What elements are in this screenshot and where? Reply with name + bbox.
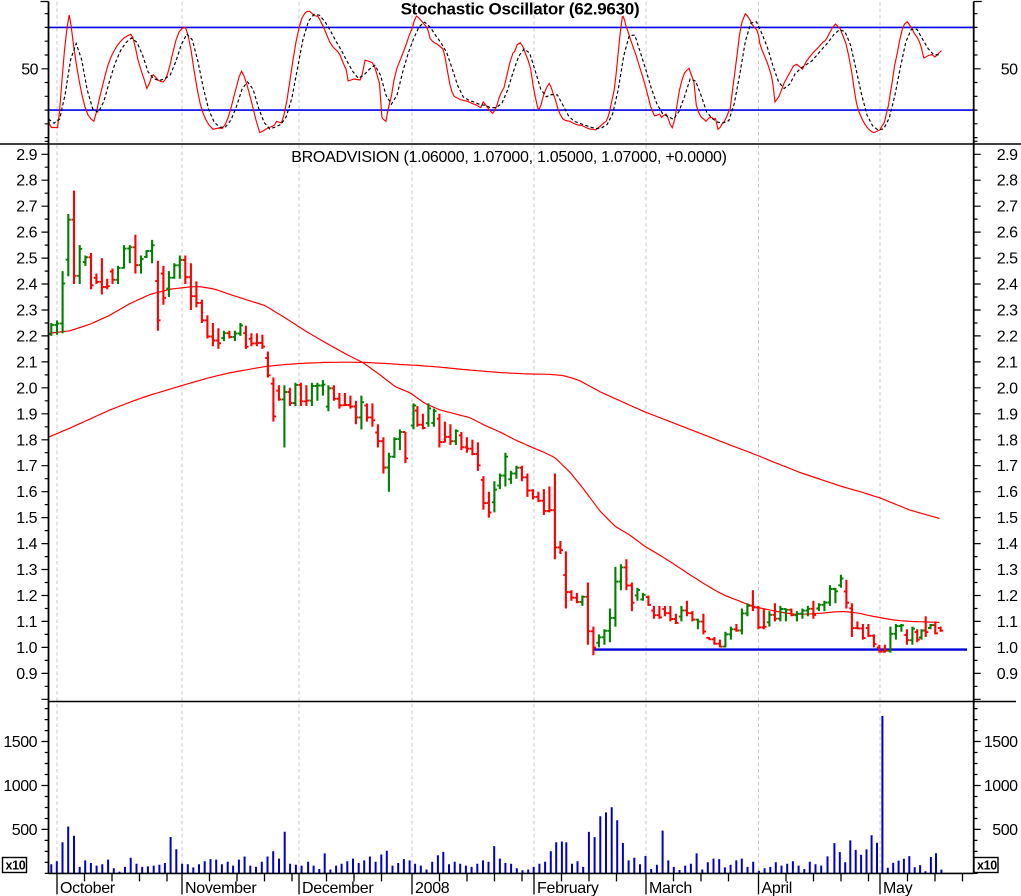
svg-text:0.9: 0.9 bbox=[16, 666, 37, 683]
svg-text:2.3: 2.3 bbox=[997, 302, 1018, 319]
svg-text:1000: 1000 bbox=[3, 778, 37, 795]
svg-text:2.5: 2.5 bbox=[16, 251, 37, 268]
svg-text:1.9: 1.9 bbox=[997, 406, 1018, 423]
svg-text:0.9: 0.9 bbox=[997, 666, 1018, 683]
svg-text:50: 50 bbox=[21, 61, 38, 78]
svg-text:1000: 1000 bbox=[984, 778, 1018, 795]
svg-text:1.9: 1.9 bbox=[16, 406, 37, 423]
svg-text:2.0: 2.0 bbox=[997, 380, 1018, 397]
svg-text:2.6: 2.6 bbox=[16, 225, 37, 242]
svg-text:2.7: 2.7 bbox=[16, 199, 37, 216]
svg-text:May: May bbox=[883, 880, 913, 896]
svg-text:1.2: 1.2 bbox=[16, 588, 37, 605]
svg-text:February: February bbox=[537, 880, 599, 896]
svg-text:1.4: 1.4 bbox=[16, 536, 37, 553]
svg-text:1.5: 1.5 bbox=[16, 510, 37, 527]
svg-text:2.2: 2.2 bbox=[997, 328, 1018, 345]
svg-text:1.0: 1.0 bbox=[997, 640, 1018, 657]
svg-text:1.3: 1.3 bbox=[997, 562, 1018, 579]
svg-text:1.5: 1.5 bbox=[997, 510, 1018, 527]
svg-text:50: 50 bbox=[1001, 61, 1018, 78]
svg-text:1.8: 1.8 bbox=[16, 432, 37, 449]
svg-text:2.7: 2.7 bbox=[997, 199, 1018, 216]
svg-text:2.3: 2.3 bbox=[16, 302, 37, 319]
svg-text:2.8: 2.8 bbox=[16, 173, 37, 190]
svg-text:April: April bbox=[762, 880, 793, 896]
svg-text:2.6: 2.6 bbox=[997, 225, 1018, 242]
svg-text:1.7: 1.7 bbox=[997, 458, 1018, 475]
svg-text:2.8: 2.8 bbox=[997, 173, 1018, 190]
svg-text:1.1: 1.1 bbox=[997, 614, 1018, 631]
svg-text:1.1: 1.1 bbox=[16, 614, 37, 631]
svg-text:2.2: 2.2 bbox=[16, 328, 37, 345]
svg-text:2.4: 2.4 bbox=[997, 277, 1018, 294]
svg-text:2008: 2008 bbox=[415, 880, 450, 896]
svg-text:1.2: 1.2 bbox=[997, 588, 1018, 605]
svg-text:1.0: 1.0 bbox=[16, 640, 37, 657]
svg-text:x10: x10 bbox=[6, 859, 26, 873]
svg-text:December: December bbox=[302, 880, 374, 896]
svg-text:2.5: 2.5 bbox=[997, 251, 1018, 268]
svg-text:1.4: 1.4 bbox=[997, 536, 1018, 553]
svg-text:1.8: 1.8 bbox=[997, 432, 1018, 449]
svg-text:2.1: 2.1 bbox=[16, 354, 37, 371]
svg-text:1.3: 1.3 bbox=[16, 562, 37, 579]
svg-text:2.0: 2.0 bbox=[16, 380, 37, 397]
svg-text:BROADVISION (1.06000, 1.07000,: BROADVISION (1.06000, 1.07000, 1.05000, … bbox=[291, 149, 726, 166]
svg-text:November: November bbox=[185, 880, 257, 896]
svg-text:2.9: 2.9 bbox=[997, 147, 1018, 164]
svg-text:March: March bbox=[649, 880, 692, 896]
svg-text:2.1: 2.1 bbox=[997, 354, 1018, 371]
svg-text:Stochastic Oscillator (62.9630: Stochastic Oscillator (62.9630) bbox=[401, 0, 640, 19]
svg-text:1.6: 1.6 bbox=[997, 484, 1018, 501]
svg-text:2.4: 2.4 bbox=[16, 277, 37, 294]
svg-text:1500: 1500 bbox=[984, 734, 1018, 751]
svg-text:500: 500 bbox=[12, 822, 38, 839]
svg-text:1.6: 1.6 bbox=[16, 484, 37, 501]
svg-text:October: October bbox=[60, 880, 116, 896]
svg-text:1500: 1500 bbox=[3, 734, 37, 751]
svg-text:2.9: 2.9 bbox=[16, 147, 37, 164]
svg-text:500: 500 bbox=[992, 822, 1018, 839]
svg-text:1.7: 1.7 bbox=[16, 458, 37, 475]
svg-text:x10: x10 bbox=[977, 859, 997, 873]
